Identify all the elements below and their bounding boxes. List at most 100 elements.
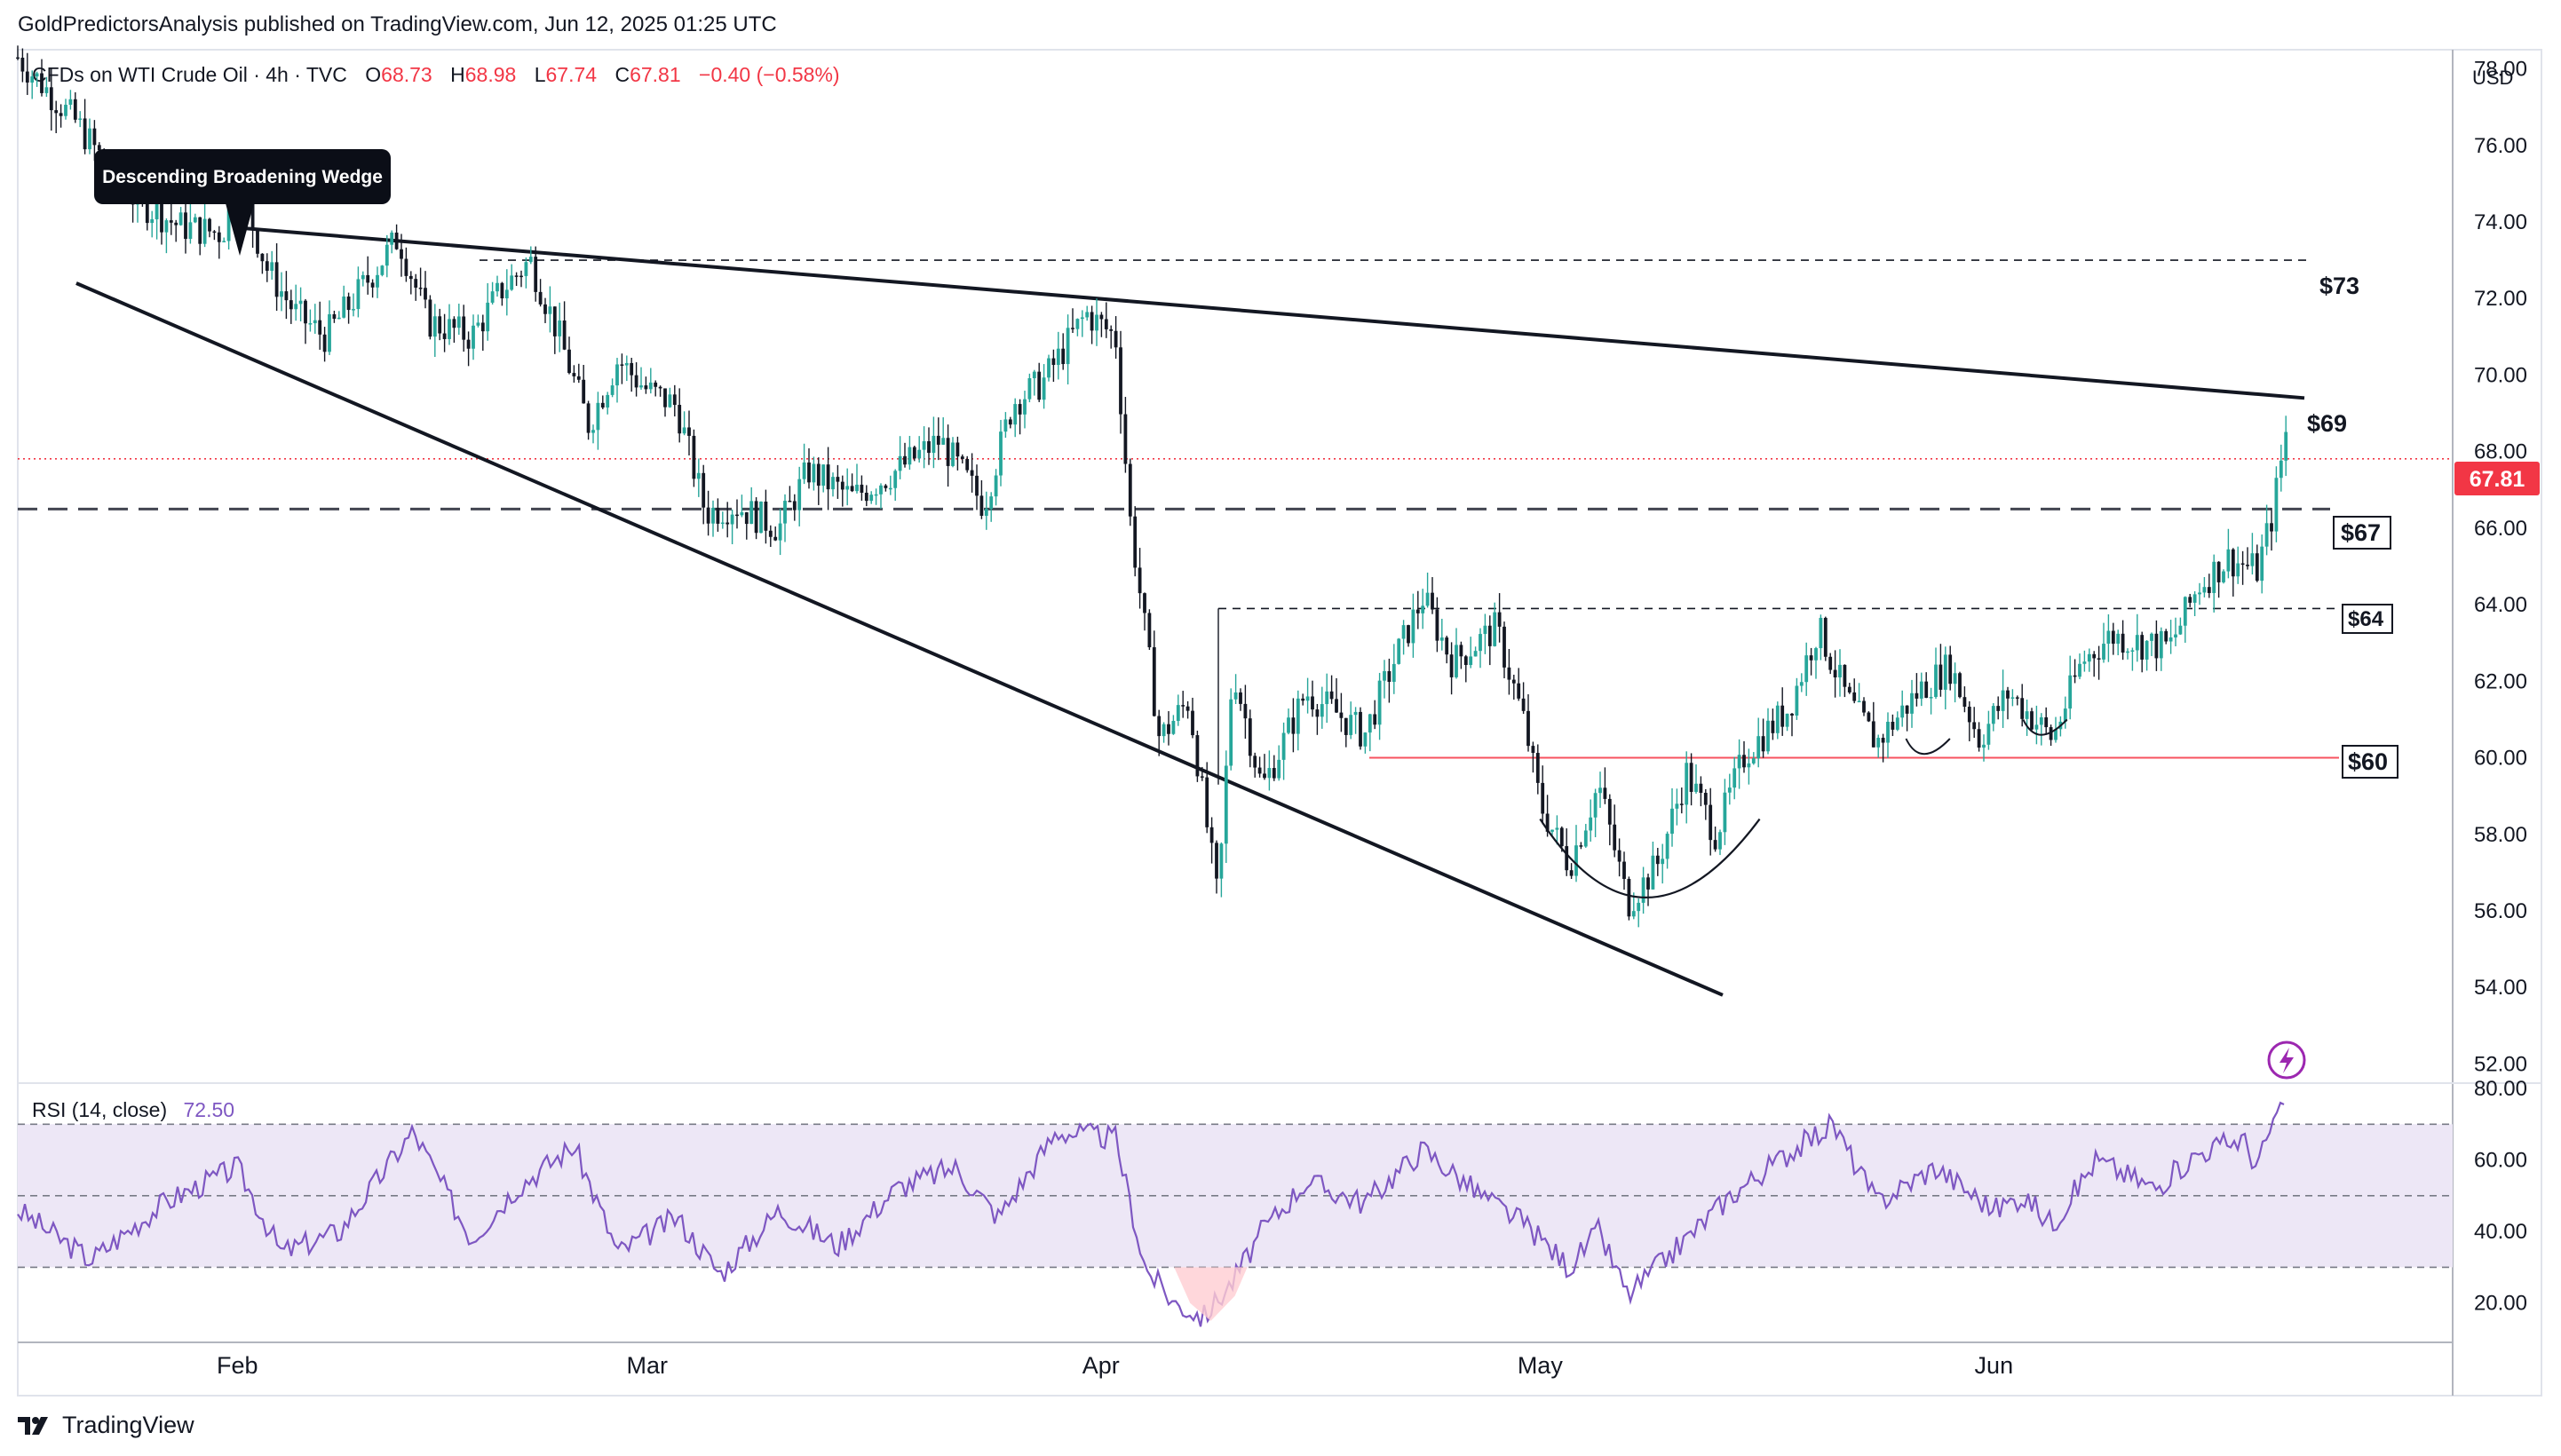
- candle-down: [2216, 561, 2221, 582]
- candle-down: [807, 462, 811, 483]
- candle-down: [1061, 348, 1066, 365]
- candle-up: [1483, 625, 1487, 635]
- candle-up: [821, 464, 826, 487]
- time-axis: Feb Mar Apr May Jun: [217, 1352, 2013, 1379]
- candle-down: [16, 57, 20, 59]
- candle-down: [256, 229, 259, 254]
- candle-down: [1828, 656, 1833, 670]
- candle-up: [610, 385, 614, 395]
- candle-up: [2102, 644, 2105, 660]
- candle-up: [1042, 377, 1046, 400]
- candle-up: [1368, 714, 1372, 733]
- price-tick-label: 56.00: [2474, 899, 2527, 923]
- candle-down: [2140, 635, 2145, 660]
- candle-up: [831, 477, 835, 490]
- candle-up: [1814, 648, 1818, 661]
- candle-down: [567, 349, 571, 374]
- tradingview-brand[interactable]: TradingView: [62, 1412, 194, 1438]
- candle-down: [1881, 738, 1885, 743]
- candle-up: [855, 484, 859, 492]
- rsi-legend-value: 72.50: [184, 1098, 235, 1121]
- candle-down: [1679, 803, 1684, 805]
- rsi-line-layer: [17, 1101, 2285, 1327]
- candle-down: [1579, 845, 1583, 847]
- candle-down: [1315, 709, 1320, 717]
- candle-up: [908, 447, 912, 465]
- candle-up: [1583, 830, 1588, 847]
- candle-up: [448, 319, 451, 339]
- candle-up: [35, 73, 39, 77]
- candle-down: [2240, 563, 2245, 566]
- candle-down: [2164, 630, 2169, 642]
- candle-down: [975, 475, 979, 496]
- candle-down: [2092, 653, 2097, 659]
- rsi-tick-label: 40.00: [2474, 1220, 2527, 1244]
- candle-up: [1819, 617, 1823, 649]
- legend-close-label: C: [614, 63, 630, 86]
- candle-up: [496, 282, 499, 292]
- candle-up: [1775, 705, 1780, 733]
- candle-down: [404, 258, 408, 276]
- candle-down: [145, 194, 149, 224]
- candle-down: [304, 300, 307, 324]
- candle-up: [1675, 803, 1679, 809]
- price-tick-label: 72.00: [2474, 287, 2527, 311]
- candle-down: [1195, 735, 1200, 777]
- candle-down: [1301, 698, 1305, 701]
- candle-down: [2255, 553, 2259, 582]
- candle-down: [250, 202, 255, 230]
- candle-down: [850, 486, 854, 492]
- candle-down: [1703, 793, 1708, 805]
- candle-down: [2030, 711, 2034, 730]
- candle-down: [672, 394, 677, 406]
- rsi-tick-label: 80.00: [2474, 1077, 2527, 1101]
- time-tick-label: May: [1518, 1352, 1564, 1379]
- currency-label: USD: [2472, 67, 2513, 89]
- candle-up: [1929, 697, 1933, 699]
- candle-up: [1785, 713, 1789, 727]
- candle-down: [744, 512, 749, 525]
- candle-up: [2159, 630, 2163, 659]
- candle-up: [1162, 724, 1166, 737]
- candle-up: [2192, 594, 2197, 603]
- candle-up: [2202, 587, 2207, 593]
- candle-up: [380, 265, 385, 275]
- candle-down: [49, 87, 53, 111]
- candle-down: [1689, 763, 1693, 792]
- candle-down: [2006, 690, 2010, 699]
- candle-down: [1771, 720, 1775, 733]
- candle-down: [836, 477, 840, 482]
- candle-up: [2135, 635, 2139, 651]
- candle-down: [860, 484, 864, 493]
- candle-up: [155, 204, 159, 219]
- candle-up: [164, 220, 169, 233]
- candle-up: [1353, 711, 1358, 716]
- candle-up: [188, 222, 193, 240]
- candle-up: [226, 205, 231, 241]
- level-box-60: [2342, 745, 2398, 779]
- candle-down: [1565, 846, 1569, 871]
- candle-up: [1066, 328, 1070, 365]
- rsi-tick-label: 20.00: [2474, 1292, 2527, 1316]
- candle-down: [1962, 697, 1967, 708]
- candle-up: [1838, 664, 1842, 678]
- candle-up: [730, 514, 734, 525]
- candle-down: [1761, 736, 1765, 752]
- last-price-value: 67.81: [2470, 467, 2525, 492]
- candle-down: [2154, 633, 2159, 659]
- candle-up: [720, 522, 725, 525]
- candle-down: [620, 364, 624, 366]
- candle-up: [1013, 404, 1018, 425]
- candle-down: [1090, 312, 1094, 331]
- rsi-legend-label: RSI (14, close): [32, 1098, 167, 1121]
- candle-up: [1574, 845, 1578, 876]
- candle-up: [2236, 563, 2240, 577]
- candle-down: [1871, 721, 1875, 748]
- candle-up: [845, 486, 850, 490]
- candle-up: [2054, 729, 2058, 740]
- candle-up: [548, 306, 552, 314]
- tradingview-logo-icon[interactable]: [18, 1415, 53, 1436]
- candle-up: [472, 325, 475, 349]
- candle-down: [1780, 705, 1785, 727]
- candle-down: [936, 435, 940, 445]
